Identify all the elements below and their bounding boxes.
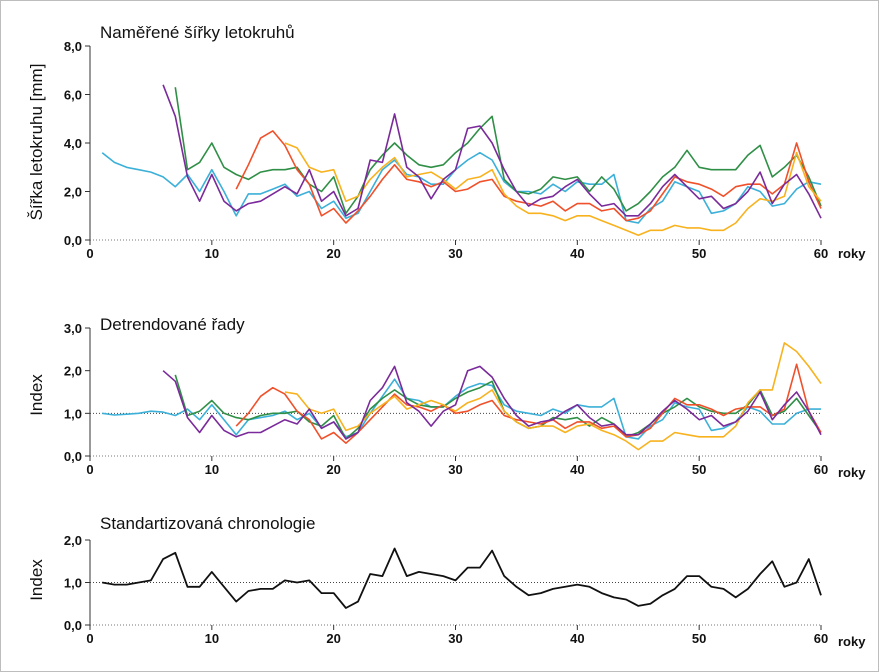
series-line-4 bbox=[284, 142, 822, 236]
y-tick-label: 1,0 bbox=[64, 406, 82, 421]
y-axis-label: Šířka letokruhu [mm] bbox=[27, 64, 46, 221]
y-tick-label: 8,0 bbox=[64, 39, 82, 54]
x-tick-label: 30 bbox=[448, 246, 462, 261]
series-line-5 bbox=[162, 84, 822, 219]
y-tick-label: 2,0 bbox=[64, 364, 82, 379]
x-tick-label: 60 bbox=[814, 631, 828, 646]
x-tick-label: 0 bbox=[86, 462, 93, 477]
y-tick-label: 4,0 bbox=[64, 136, 82, 151]
x-tick-label: 10 bbox=[205, 462, 219, 477]
x-tick-label: 40 bbox=[570, 462, 584, 477]
y-tick-label: 2,0 bbox=[64, 533, 82, 548]
x-axis-label: roky bbox=[838, 246, 866, 261]
x-tick-label: 30 bbox=[448, 631, 462, 646]
x-tick-label: 0 bbox=[86, 246, 93, 261]
x-tick-label: 20 bbox=[326, 462, 340, 477]
x-axis-label: roky bbox=[838, 465, 866, 480]
chart-title: Naměřené šířky letokruhů bbox=[100, 23, 295, 42]
y-axis-label: Index bbox=[27, 374, 46, 416]
series-line-3 bbox=[235, 130, 822, 224]
y-tick-label: 0,0 bbox=[64, 449, 82, 464]
x-axis-label: roky bbox=[838, 634, 866, 649]
series-line-3 bbox=[235, 363, 822, 445]
x-tick-label: 50 bbox=[692, 462, 706, 477]
y-tick-label: 0,0 bbox=[64, 618, 82, 633]
y-tick-label: 3,0 bbox=[64, 321, 82, 336]
x-tick-label: 40 bbox=[570, 631, 584, 646]
series-line-1 bbox=[102, 547, 822, 609]
chart-title: Detrendované řady bbox=[100, 315, 245, 334]
series-line-1 bbox=[101, 151, 822, 224]
series-line-1 bbox=[102, 378, 821, 440]
y-tick-label: 6,0 bbox=[64, 88, 82, 103]
y-axis-label: Index bbox=[27, 559, 46, 601]
y-tick-label: 2,0 bbox=[64, 185, 82, 200]
chart-title: Standartizovaná chronologie bbox=[100, 514, 315, 533]
series-line-5 bbox=[162, 365, 822, 440]
x-tick-label: 50 bbox=[692, 631, 706, 646]
series-line-2 bbox=[174, 87, 822, 215]
x-tick-label: 30 bbox=[448, 462, 462, 477]
x-tick-label: 50 bbox=[692, 246, 706, 261]
y-tick-label: 1,0 bbox=[64, 576, 82, 591]
x-tick-label: 0 bbox=[86, 631, 93, 646]
y-tick-label: 0,0 bbox=[64, 233, 82, 248]
x-tick-label: 10 bbox=[205, 246, 219, 261]
x-tick-label: 10 bbox=[205, 631, 219, 646]
series-line-2 bbox=[174, 374, 822, 440]
panel-detrended-series: Detrendované řady Index roky 0,0 1,0 2,0 3,… bbox=[27, 315, 866, 480]
x-tick-label: 40 bbox=[570, 246, 584, 261]
x-tick-label: 20 bbox=[326, 246, 340, 261]
x-tick-label: 60 bbox=[814, 246, 828, 261]
x-tick-label: 60 bbox=[814, 462, 828, 477]
series-line-4 bbox=[284, 342, 822, 451]
panel-measured-widths: Naměřené šířky letokruhů Šířka letokruhu… bbox=[27, 23, 866, 261]
x-tick-label: 20 bbox=[326, 631, 340, 646]
panel-standardized-chronology: Standartizovaná chronologie Index roky 0… bbox=[27, 514, 866, 649]
